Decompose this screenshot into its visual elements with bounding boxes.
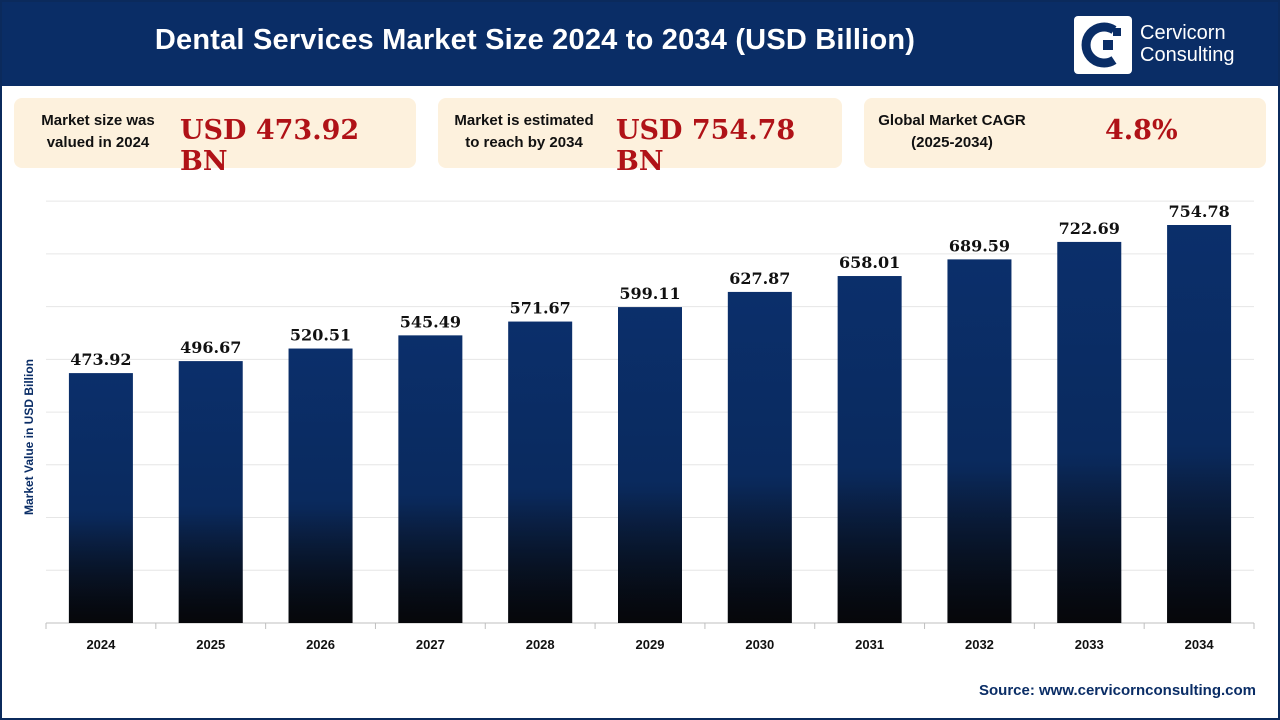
data-label: 689.59 bbox=[949, 236, 1010, 255]
stat-card-cagr: Global Market CAGR (2025-2034) 4.8% bbox=[864, 98, 1266, 168]
logo-line-2: Consulting bbox=[1140, 44, 1235, 66]
data-label: 545.49 bbox=[400, 312, 461, 331]
source-credit: Source: www.cervicornconsulting.com bbox=[978, 682, 1256, 699]
data-label: 722.69 bbox=[1059, 219, 1120, 238]
bar-shade bbox=[618, 490, 682, 623]
stat-card-label: Market size was valued in 2024 bbox=[28, 110, 168, 154]
bar-shade bbox=[1167, 455, 1232, 623]
stat-card-label-line-2: to reach by 2034 bbox=[465, 134, 583, 151]
stat-card-market-2024: Market size was valued in 2024 USD 473.9… bbox=[14, 98, 416, 177]
x-tick-label: 2025 bbox=[196, 637, 225, 652]
stat-card-market-2034: Market is estimated to reach by 2034 USD… bbox=[438, 98, 842, 177]
bar-shade bbox=[727, 483, 792, 623]
bar-shade bbox=[288, 507, 353, 623]
x-tick-label: 2031 bbox=[855, 637, 884, 652]
logo-text: Cervicorn Consulting bbox=[1140, 22, 1235, 66]
x-tick-label: 2027 bbox=[416, 637, 445, 652]
x-tick-label: 2029 bbox=[636, 637, 665, 652]
data-label: 627.87 bbox=[729, 269, 790, 288]
bar-shade bbox=[68, 518, 133, 623]
x-tick-label: 2032 bbox=[965, 637, 994, 652]
bar-shade bbox=[947, 470, 1012, 623]
data-label: 496.67 bbox=[180, 338, 241, 357]
x-tick-label: 2028 bbox=[526, 637, 555, 652]
data-label: 599.11 bbox=[619, 284, 680, 303]
stat-card-label: Global Market CAGR (2025-2034) bbox=[872, 110, 1032, 154]
stat-card-label-line-1: Market size was bbox=[41, 112, 155, 129]
stat-card-label-line-1: Global Market CAGR bbox=[878, 112, 1026, 129]
logo-line-1: Cervicorn bbox=[1140, 22, 1226, 44]
stat-card-label-line-1: Market is estimated bbox=[454, 112, 594, 129]
bar-shade bbox=[1057, 462, 1122, 623]
data-label: 658.01 bbox=[839, 253, 900, 272]
bar-shade bbox=[178, 513, 243, 623]
stat-card-value: USD 473.92 BN bbox=[180, 115, 360, 177]
stat-card-value: 4.8% bbox=[1105, 115, 1178, 146]
bar-shade bbox=[837, 477, 902, 623]
x-tick-label: 2030 bbox=[745, 637, 774, 652]
bar-shade bbox=[508, 496, 573, 623]
stat-card-label: Market is estimated to reach by 2034 bbox=[444, 110, 604, 154]
stat-card-label-line-2: valued in 2024 bbox=[46, 134, 150, 151]
company-logo: Cervicorn Consulting bbox=[1074, 16, 1264, 74]
data-label: 754.78 bbox=[1168, 202, 1229, 221]
data-label: 520.51 bbox=[290, 326, 351, 345]
x-tick-label: 2024 bbox=[86, 637, 116, 652]
stat-card-label-line-2: (2025-2034) bbox=[911, 134, 993, 151]
data-label: 571.67 bbox=[510, 299, 571, 318]
bar-shade bbox=[398, 502, 463, 623]
page-title: Dental Services Market Size 2024 to 2034… bbox=[154, 24, 916, 56]
x-tick-label: 2033 bbox=[1075, 637, 1104, 652]
x-tick-label: 2034 bbox=[1185, 637, 1215, 652]
logo-icon bbox=[1081, 22, 1121, 68]
stat-card-value: USD 754.78 BN bbox=[616, 115, 796, 177]
data-label: 473.92 bbox=[70, 350, 131, 369]
logo-mark bbox=[1074, 16, 1132, 74]
header-bar: Dental Services Market Size 2024 to 2034… bbox=[2, 2, 1278, 86]
x-tick-label: 2026 bbox=[306, 637, 335, 652]
